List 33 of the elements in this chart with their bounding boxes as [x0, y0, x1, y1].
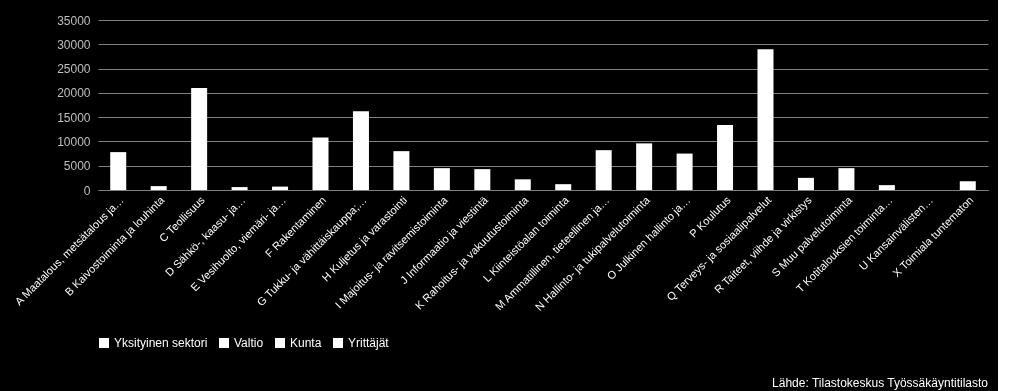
- y-tick-label: 30000: [57, 37, 91, 52]
- bar: [555, 184, 572, 190]
- legend-label: Valtio: [234, 336, 264, 350]
- bar: [676, 153, 693, 190]
- bar: [636, 143, 653, 190]
- legend-label: Yrittäjät: [348, 336, 390, 350]
- bar: [797, 177, 814, 190]
- bar: [717, 124, 734, 190]
- bar: [878, 185, 895, 190]
- y-tick-label: 5000: [63, 159, 91, 174]
- bar: [474, 169, 491, 190]
- bar: [393, 151, 410, 190]
- bar: [595, 150, 612, 190]
- bar: [150, 186, 167, 190]
- bar: [433, 168, 450, 190]
- bar: [514, 179, 531, 190]
- y-tick-label: 15000: [57, 110, 91, 125]
- bar: [352, 111, 369, 190]
- bar: [191, 88, 208, 190]
- bar: [959, 181, 976, 190]
- legend-label: Kunta: [290, 336, 322, 350]
- y-tick-label: 10000: [57, 134, 91, 149]
- bar: [757, 49, 774, 190]
- bar: [110, 152, 127, 190]
- y-tick-label: 20000: [57, 86, 91, 101]
- y-tick-label: 0: [83, 183, 91, 198]
- bar: [838, 168, 855, 190]
- y-tick-label: 25000: [57, 62, 91, 77]
- legend-label: Yksityinen sektori: [114, 336, 208, 350]
- text: Lähde: Tilastokeskus Työssäkäyntitilasto: [772, 376, 989, 390]
- bar: [312, 137, 329, 190]
- y-tick-label: 35000: [57, 13, 91, 28]
- bar: [231, 187, 248, 190]
